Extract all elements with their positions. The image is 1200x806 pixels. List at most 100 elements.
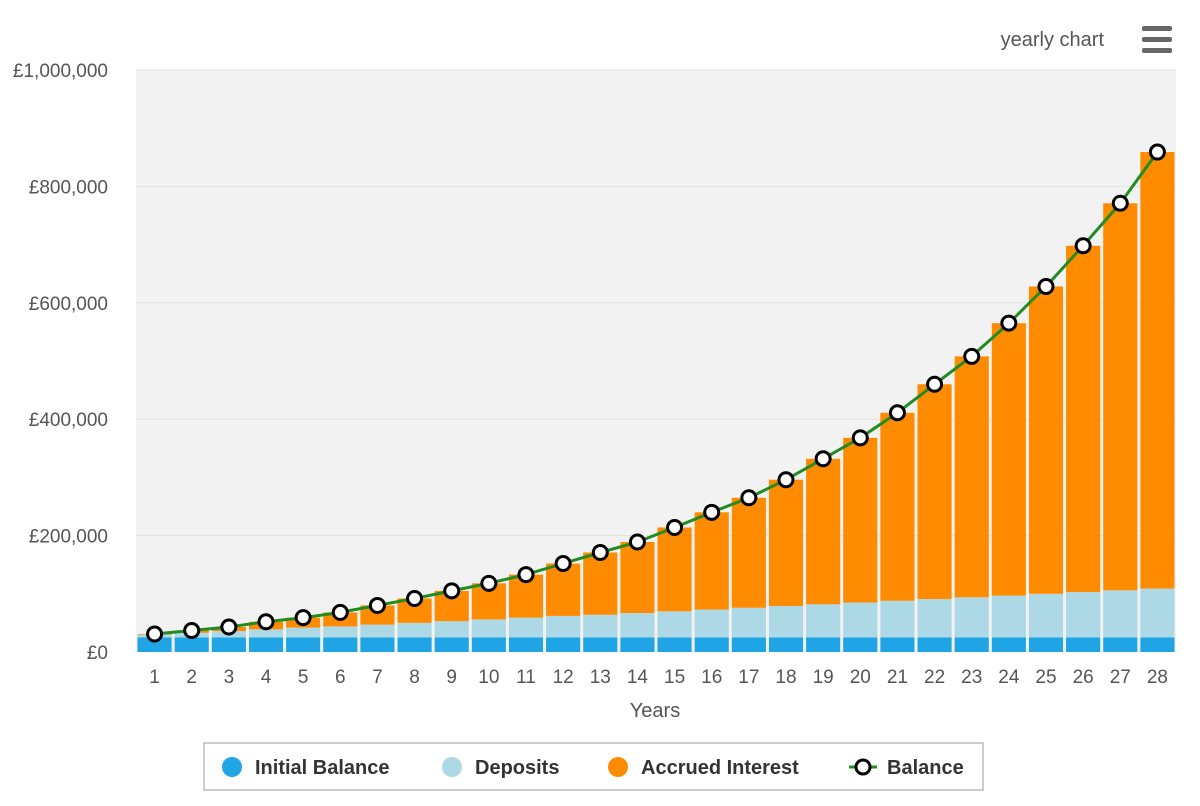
bar-deposits	[546, 615, 581, 638]
bar-initial-balance	[546, 637, 581, 652]
bar-initial-balance	[806, 637, 841, 652]
balance-point	[628, 533, 646, 551]
bar-initial-balance	[1140, 637, 1175, 652]
legend: Initial Balance Deposits Accrued Interes…	[203, 742, 984, 791]
balance-point	[406, 589, 424, 607]
bar-initial-balance	[917, 637, 952, 652]
bar-accrued-interest	[731, 497, 766, 608]
x-tick-label: 4	[261, 667, 272, 688]
balance-point	[1037, 278, 1055, 296]
x-tick-label: 24	[998, 667, 1020, 688]
bar-deposits	[1103, 590, 1138, 638]
balance-point	[814, 450, 832, 468]
x-tick-label: 14	[627, 667, 649, 688]
x-tick-label: 10	[478, 667, 499, 688]
initial-balance-marker-icon	[222, 757, 242, 777]
bar-accrued-interest	[1140, 152, 1175, 589]
x-tick-label: 11	[516, 667, 536, 688]
bar-deposits	[954, 597, 989, 638]
bar-accrued-interest	[880, 412, 915, 601]
menu-button[interactable]	[1136, 22, 1176, 58]
bar-deposits	[768, 606, 804, 638]
x-tick-label: 19	[813, 667, 834, 688]
bar-deposits	[731, 607, 766, 638]
legend-box	[203, 742, 984, 791]
legend-item-accrued-interest[interactable]: Accrued Interest	[608, 757, 799, 779]
bar-initial-balance	[768, 637, 804, 652]
y-tick-label: £600,000	[29, 294, 108, 315]
bar-accrued-interest	[620, 542, 655, 614]
legend-item-deposits[interactable]: Deposits	[442, 757, 559, 779]
chart-title: yearly chart	[1001, 29, 1105, 51]
bar-initial-balance	[1028, 637, 1064, 652]
accrued-interest-marker-icon	[608, 757, 628, 777]
bar-initial-balance	[248, 637, 284, 652]
bar-deposits	[806, 604, 841, 638]
y-tick-label: £0	[87, 643, 108, 664]
bar-initial-balance	[843, 637, 878, 652]
y-tick-label: £400,000	[29, 410, 108, 431]
x-tick-label: 18	[775, 667, 796, 688]
x-tick-label: 12	[553, 667, 574, 688]
bar-deposits	[248, 629, 284, 638]
bar-accrued-interest	[1103, 203, 1138, 591]
bar-deposits	[694, 609, 729, 638]
balance-point	[146, 625, 164, 643]
legend-label-deposits: Deposits	[475, 757, 559, 779]
bar-deposits	[508, 617, 544, 638]
balance-marker-icon	[854, 758, 872, 776]
x-tick-label: 28	[1147, 667, 1168, 688]
balance-point	[851, 429, 869, 447]
balance-point	[480, 574, 498, 592]
bar-accrued-interest	[657, 527, 692, 612]
balance-point	[183, 621, 201, 639]
legend-item-balance[interactable]: Balance	[849, 757, 964, 779]
bar-initial-balance	[434, 637, 469, 652]
bar-initial-balance	[286, 637, 321, 652]
x-axis-title: Years	[630, 700, 680, 722]
bar-deposits	[620, 613, 655, 638]
balance-point	[294, 609, 312, 627]
bar-accrued-interest	[1028, 286, 1064, 594]
balance-point	[777, 471, 795, 489]
x-tick-label: 8	[409, 667, 420, 688]
x-tick-label: 6	[335, 667, 346, 688]
bar-initial-balance	[508, 637, 544, 652]
balance-point	[220, 618, 238, 636]
balance-line-series	[146, 143, 1166, 643]
balance-point	[703, 503, 721, 521]
bar-deposits	[917, 599, 952, 638]
bar-deposits	[1028, 593, 1064, 638]
bar-deposits	[991, 595, 1026, 638]
legend-item-initial-balance[interactable]: Initial Balance	[222, 757, 390, 779]
bar-accrued-interest	[360, 605, 395, 625]
balance-point	[888, 404, 906, 422]
bar-initial-balance	[1103, 637, 1138, 652]
bar-deposits	[286, 627, 321, 638]
bar-deposits	[323, 626, 358, 638]
bar-initial-balance	[731, 637, 766, 652]
balance-point	[926, 375, 944, 393]
bar-accrued-interest	[917, 384, 952, 600]
bar-accrued-interest	[843, 437, 878, 603]
y-tick-label: £800,000	[29, 177, 108, 198]
balance-line	[154, 151, 1159, 636]
bar-initial-balance	[991, 637, 1026, 652]
bar-accrued-interest	[583, 552, 618, 615]
bar-accrued-interest	[806, 458, 841, 605]
balance-point	[1000, 314, 1018, 332]
hamburger-menu-icon	[1142, 26, 1172, 53]
bar-initial-balance	[471, 637, 506, 652]
bar-initial-balance	[397, 637, 432, 652]
bar-initial-balance	[137, 637, 172, 652]
bar-deposits	[434, 621, 469, 638]
y-tick-label: £200,000	[29, 527, 108, 548]
balance-point	[368, 596, 386, 614]
bar-deposits	[583, 614, 618, 638]
x-axis-labels: 1 2 3 4 5 6 7 8 9 10 11 12 13 14 15 16 17 18 19 20 21 22 23 24 2…	[149, 667, 1168, 688]
balance-point	[331, 603, 349, 621]
bar-initial-balance	[583, 637, 618, 652]
x-tick-label: 13	[590, 667, 611, 688]
bar-initial-balance	[323, 637, 358, 652]
bar-accrued-interest	[991, 323, 1026, 596]
